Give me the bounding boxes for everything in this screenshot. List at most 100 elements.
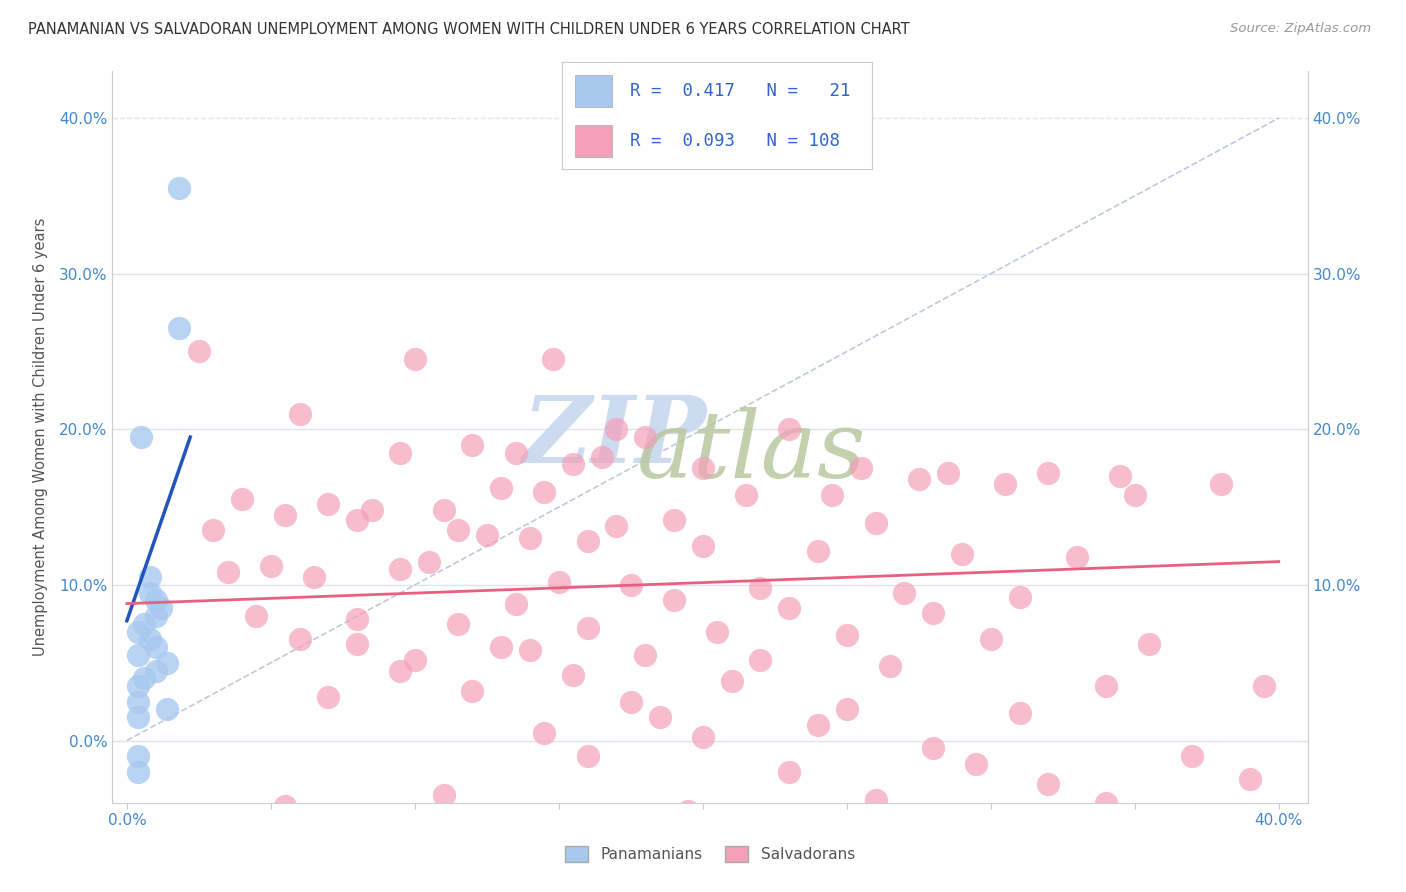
Bar [575,75,612,107]
Point [907,472,929,486]
Point [591,450,613,465]
Point [461,438,484,452]
Point [576,749,599,764]
Point [605,422,627,436]
Point [346,512,368,526]
Point [156,656,179,670]
Point [692,731,714,745]
Point [893,585,915,599]
Point [648,710,671,724]
Point [950,547,973,561]
Text: PANAMANIAN VS SALVADORAN UNEMPLOYMENT AMONG WOMEN WITH CHILDREN UNDER 6 YEARS CO: PANAMANIAN VS SALVADORAN UNEMPLOYMENT AM… [28,22,910,37]
Point [156,702,179,716]
Point [127,648,149,662]
Point [1253,679,1275,693]
Point [404,352,426,367]
Point [346,612,368,626]
Point [605,518,627,533]
Point [749,581,772,595]
Point [1211,476,1233,491]
Point [260,559,283,574]
Point [692,539,714,553]
Point [821,488,844,502]
Point [127,679,149,693]
Point [865,793,887,807]
Point [662,593,685,607]
Point [1123,488,1146,502]
Point [418,555,440,569]
Point [139,570,162,584]
Point [288,632,311,647]
Point [519,643,541,657]
Point [145,609,167,624]
Point [202,524,225,538]
Point [1239,772,1261,787]
Point [922,741,945,756]
Point [389,445,412,459]
Point [129,430,152,444]
Point [994,476,1017,491]
Point [735,488,758,502]
Point [576,622,599,636]
Point [562,457,585,471]
Point [1137,637,1160,651]
Point [634,648,657,662]
Point [433,788,456,802]
Point [1008,591,1031,605]
Point [678,804,700,818]
Point [145,640,167,655]
Point [965,756,987,771]
Point [562,668,585,682]
Point [389,562,412,576]
Point [187,344,209,359]
Point [475,528,498,542]
Point [547,574,569,589]
Bar [575,125,612,157]
Point [288,407,311,421]
Point [461,683,484,698]
Point [167,181,190,195]
Point [706,624,728,639]
Point [127,710,149,724]
Point [274,508,297,522]
Point [576,534,599,549]
Point [634,430,657,444]
Text: R =  0.417   N =   21: R = 0.417 N = 21 [630,82,851,100]
Text: atlas: atlas [637,407,866,497]
Point [749,652,772,666]
Point [778,601,800,615]
Point [346,637,368,651]
Point [980,632,1002,647]
Point [620,695,643,709]
Point [1095,796,1118,810]
Point [217,566,239,580]
Text: ZIP: ZIP [522,392,707,482]
Point [139,632,162,647]
Point [662,512,685,526]
Point [127,624,149,639]
Point [1066,549,1088,564]
Point [519,531,541,545]
Point [620,578,643,592]
Point [936,466,959,480]
Point [922,606,945,620]
Point [1109,469,1132,483]
Point [360,503,382,517]
Point [433,503,456,517]
Point [127,695,149,709]
Point [404,652,426,666]
Point [231,492,253,507]
Point [491,640,513,655]
Point [807,543,830,558]
Point [302,570,325,584]
Point [145,593,167,607]
Y-axis label: Unemployment Among Women with Children Under 6 years: Unemployment Among Women with Children U… [32,218,48,657]
Point [533,725,555,739]
Point [865,516,887,530]
Point [447,524,470,538]
Point [274,798,297,813]
Point [778,764,800,779]
Point [134,671,156,685]
Point [720,674,742,689]
Point [835,702,858,716]
